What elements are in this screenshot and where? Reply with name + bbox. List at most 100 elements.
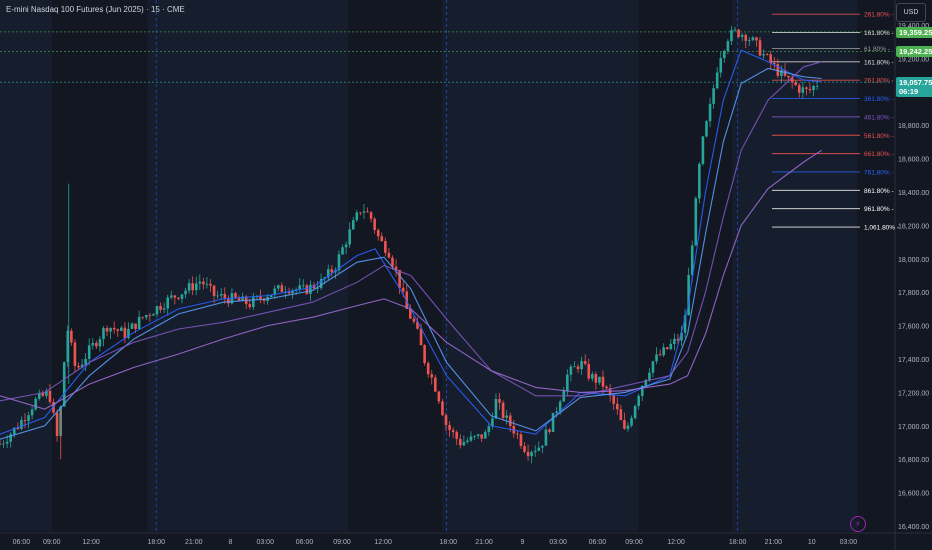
y-tick-label: 17,000.00 xyxy=(898,424,929,431)
x-tick-label: 09:00 xyxy=(43,539,61,546)
candle-body xyxy=(580,361,583,370)
x-tick-label: 21:00 xyxy=(185,539,203,546)
x-tick-label: 12:00 xyxy=(667,539,685,546)
candle-body xyxy=(120,327,123,331)
candle-body xyxy=(87,345,91,359)
price-tag: 19,057.75 06:19 xyxy=(896,77,932,98)
fib-level-label: 661.80% - xyxy=(864,151,894,158)
candle-body xyxy=(84,358,87,365)
candle-body xyxy=(359,212,362,214)
price-tag-value: 19,359.25 xyxy=(899,27,932,37)
candle-body xyxy=(519,434,523,447)
candle-body xyxy=(412,318,416,322)
candle-body xyxy=(683,315,687,333)
x-tick-label: 9 xyxy=(520,539,524,546)
moving-average-line xyxy=(0,149,822,410)
candle-body xyxy=(762,54,765,56)
candle-body xyxy=(423,345,426,364)
candle-body xyxy=(66,330,70,363)
candle-body xyxy=(444,415,448,426)
lightning-icon[interactable]: ⚡ xyxy=(850,516,866,532)
candle-body xyxy=(626,425,630,429)
currency-button[interactable]: USD xyxy=(896,3,926,22)
candle-body xyxy=(2,443,5,445)
y-tick-label: 17,600.00 xyxy=(898,324,929,331)
candle-body xyxy=(658,354,662,356)
candle-body xyxy=(690,245,694,276)
candle-body xyxy=(787,75,790,78)
candle-body xyxy=(291,290,294,294)
candle-body xyxy=(216,295,219,297)
candle-body xyxy=(523,446,526,452)
candle-body xyxy=(662,347,665,356)
fib-level-label: 261.80% - xyxy=(864,12,894,19)
candle-body xyxy=(5,441,9,444)
candle-body xyxy=(219,293,223,296)
candle-body xyxy=(16,427,20,429)
chart-title: E-mini Nasdaq 100 Futures (Jun 2025) · 1… xyxy=(6,5,185,14)
x-tick-label: 18:00 xyxy=(729,539,747,546)
y-tick-label: 16,800.00 xyxy=(898,457,929,464)
candle-body xyxy=(409,308,412,319)
candle-body xyxy=(483,432,487,439)
fib-level-label: 861.80% - xyxy=(864,188,894,195)
candle-body xyxy=(234,293,237,298)
candle-body xyxy=(394,266,398,270)
candle-body xyxy=(705,121,708,137)
candle-body xyxy=(723,50,726,59)
candle-body xyxy=(391,257,394,267)
session-shade xyxy=(442,0,639,531)
x-tick-label: 8 xyxy=(228,539,232,546)
candle-body xyxy=(794,82,797,86)
candle-body xyxy=(712,88,715,104)
candle-body xyxy=(469,436,473,441)
candle-body xyxy=(633,405,637,419)
candle-body xyxy=(648,372,651,380)
candle-body xyxy=(319,278,323,289)
candle-body xyxy=(91,342,95,346)
candle-body xyxy=(237,297,241,301)
candle-body xyxy=(280,285,284,292)
candle-body xyxy=(462,441,466,446)
session-shade xyxy=(0,0,52,531)
candle-body xyxy=(451,430,455,433)
candle-body xyxy=(77,365,80,368)
x-tick-label: 03:00 xyxy=(549,539,567,546)
x-tick-label: 21:00 xyxy=(765,539,783,546)
candle-body xyxy=(309,284,312,294)
fib-level-label: 61.80% - xyxy=(864,46,890,53)
candle-body xyxy=(144,315,148,318)
candle-body xyxy=(733,29,737,31)
session-shade xyxy=(147,0,349,531)
y-tick-label: 19,400.00 xyxy=(898,23,929,30)
candle-body xyxy=(715,72,719,89)
y-tick-label: 18,800.00 xyxy=(898,123,929,130)
candle-body xyxy=(555,411,558,413)
candle-body xyxy=(473,436,476,437)
candle-body xyxy=(9,434,13,442)
candle-body xyxy=(12,427,16,435)
candle-body xyxy=(730,29,733,42)
y-tick-label: 17,400.00 xyxy=(898,357,929,364)
candle-body xyxy=(130,323,134,329)
candle-body xyxy=(202,281,205,285)
candle-body xyxy=(765,54,769,56)
candle-body xyxy=(801,87,805,93)
candle-body xyxy=(430,374,434,378)
candle-body xyxy=(644,379,648,386)
candle-body xyxy=(569,366,573,375)
candle-body xyxy=(187,283,191,291)
candle-body xyxy=(194,283,198,291)
candle-body xyxy=(458,438,462,446)
y-tick-label: 17,200.00 xyxy=(898,390,929,397)
candle-body xyxy=(102,328,105,340)
candle-body xyxy=(259,296,262,300)
candle-body xyxy=(516,433,519,435)
candle-body xyxy=(687,275,690,316)
candle-body xyxy=(20,420,23,429)
candle-body xyxy=(758,40,762,56)
candle-body xyxy=(169,295,173,298)
candle-body xyxy=(30,409,34,416)
